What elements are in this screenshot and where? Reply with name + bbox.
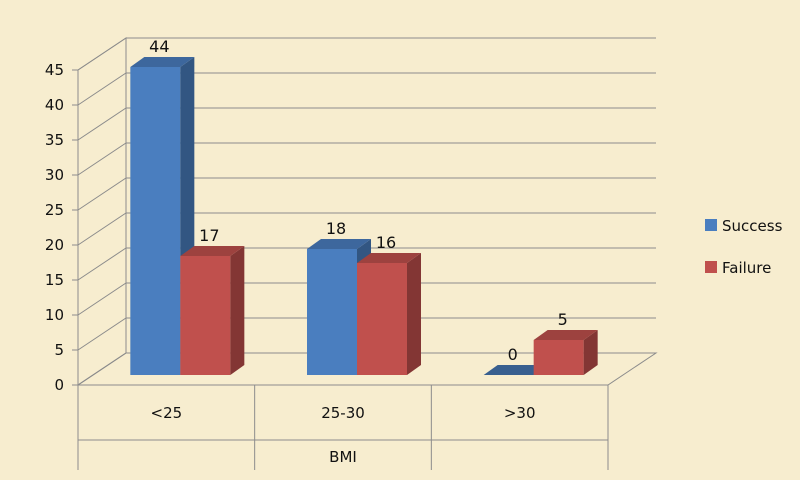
y-tick-label: 15 [45,271,64,289]
data-label: 44 [149,37,169,56]
gridline [77,247,656,281]
y-tick-label: 45 [45,61,64,79]
gridline [77,72,656,106]
legend: Success Failure [705,217,783,277]
bar-front [130,67,181,375]
gridline [77,142,656,176]
data-label: 17 [199,226,219,245]
bar-success-0 [130,57,195,375]
y-tick-label: 10 [45,306,64,324]
y-tick-label: 35 [45,131,64,149]
bar-side [583,330,598,375]
y-tick-label: 0 [54,376,64,394]
bar-failure-1 [357,253,421,375]
bar-front [357,263,407,375]
bars [130,57,598,375]
y-axis-ticks: 0 5 10 15 20 25 30 35 40 45 [45,61,79,394]
gridline [77,212,656,246]
x-axis: <25 25-30 >30 BMI [77,385,609,470]
gridline [77,282,656,316]
bar-top [533,330,598,340]
bar-flat [483,365,548,375]
data-label: 16 [376,233,396,252]
side-wall [77,37,127,386]
gridline [77,352,656,386]
bar-top [307,239,371,249]
bar-front [533,340,584,375]
y-tick-label: 40 [45,96,64,114]
legend-swatch-success [705,219,717,231]
bar-failure-0 [180,246,245,375]
legend-swatch-failure [705,261,717,273]
y-tick-label: 25 [45,201,64,219]
x-tick-label: >30 [504,404,536,422]
y-tick-label: 20 [45,236,64,254]
bar-top [357,253,421,263]
legend-label-success: Success [722,217,783,235]
bar-front [307,249,357,375]
y-tick-label: 30 [45,166,64,184]
bar-failure-2 [533,330,598,375]
gridline [77,37,656,71]
gridline [77,107,656,141]
x-tick-label: <25 [151,404,183,422]
x-axis-title: BMI [329,448,357,466]
gridline [77,177,656,211]
gridlines [77,37,656,386]
legend-label-failure: Failure [722,259,771,277]
bar-side [407,253,421,375]
x-tick-label: 25-30 [321,404,365,422]
bar-side [230,246,245,375]
data-labels: 44 17 18 16 0 5 [149,37,568,364]
bar-top [130,57,195,67]
data-label: 0 [508,345,518,364]
bar-top [180,246,245,256]
y-tick-label: 5 [54,341,64,359]
gridline [77,317,656,351]
data-label: 18 [326,219,346,238]
data-label: 5 [558,310,568,329]
bar-success-2 [483,365,548,375]
bar-front [180,256,231,375]
